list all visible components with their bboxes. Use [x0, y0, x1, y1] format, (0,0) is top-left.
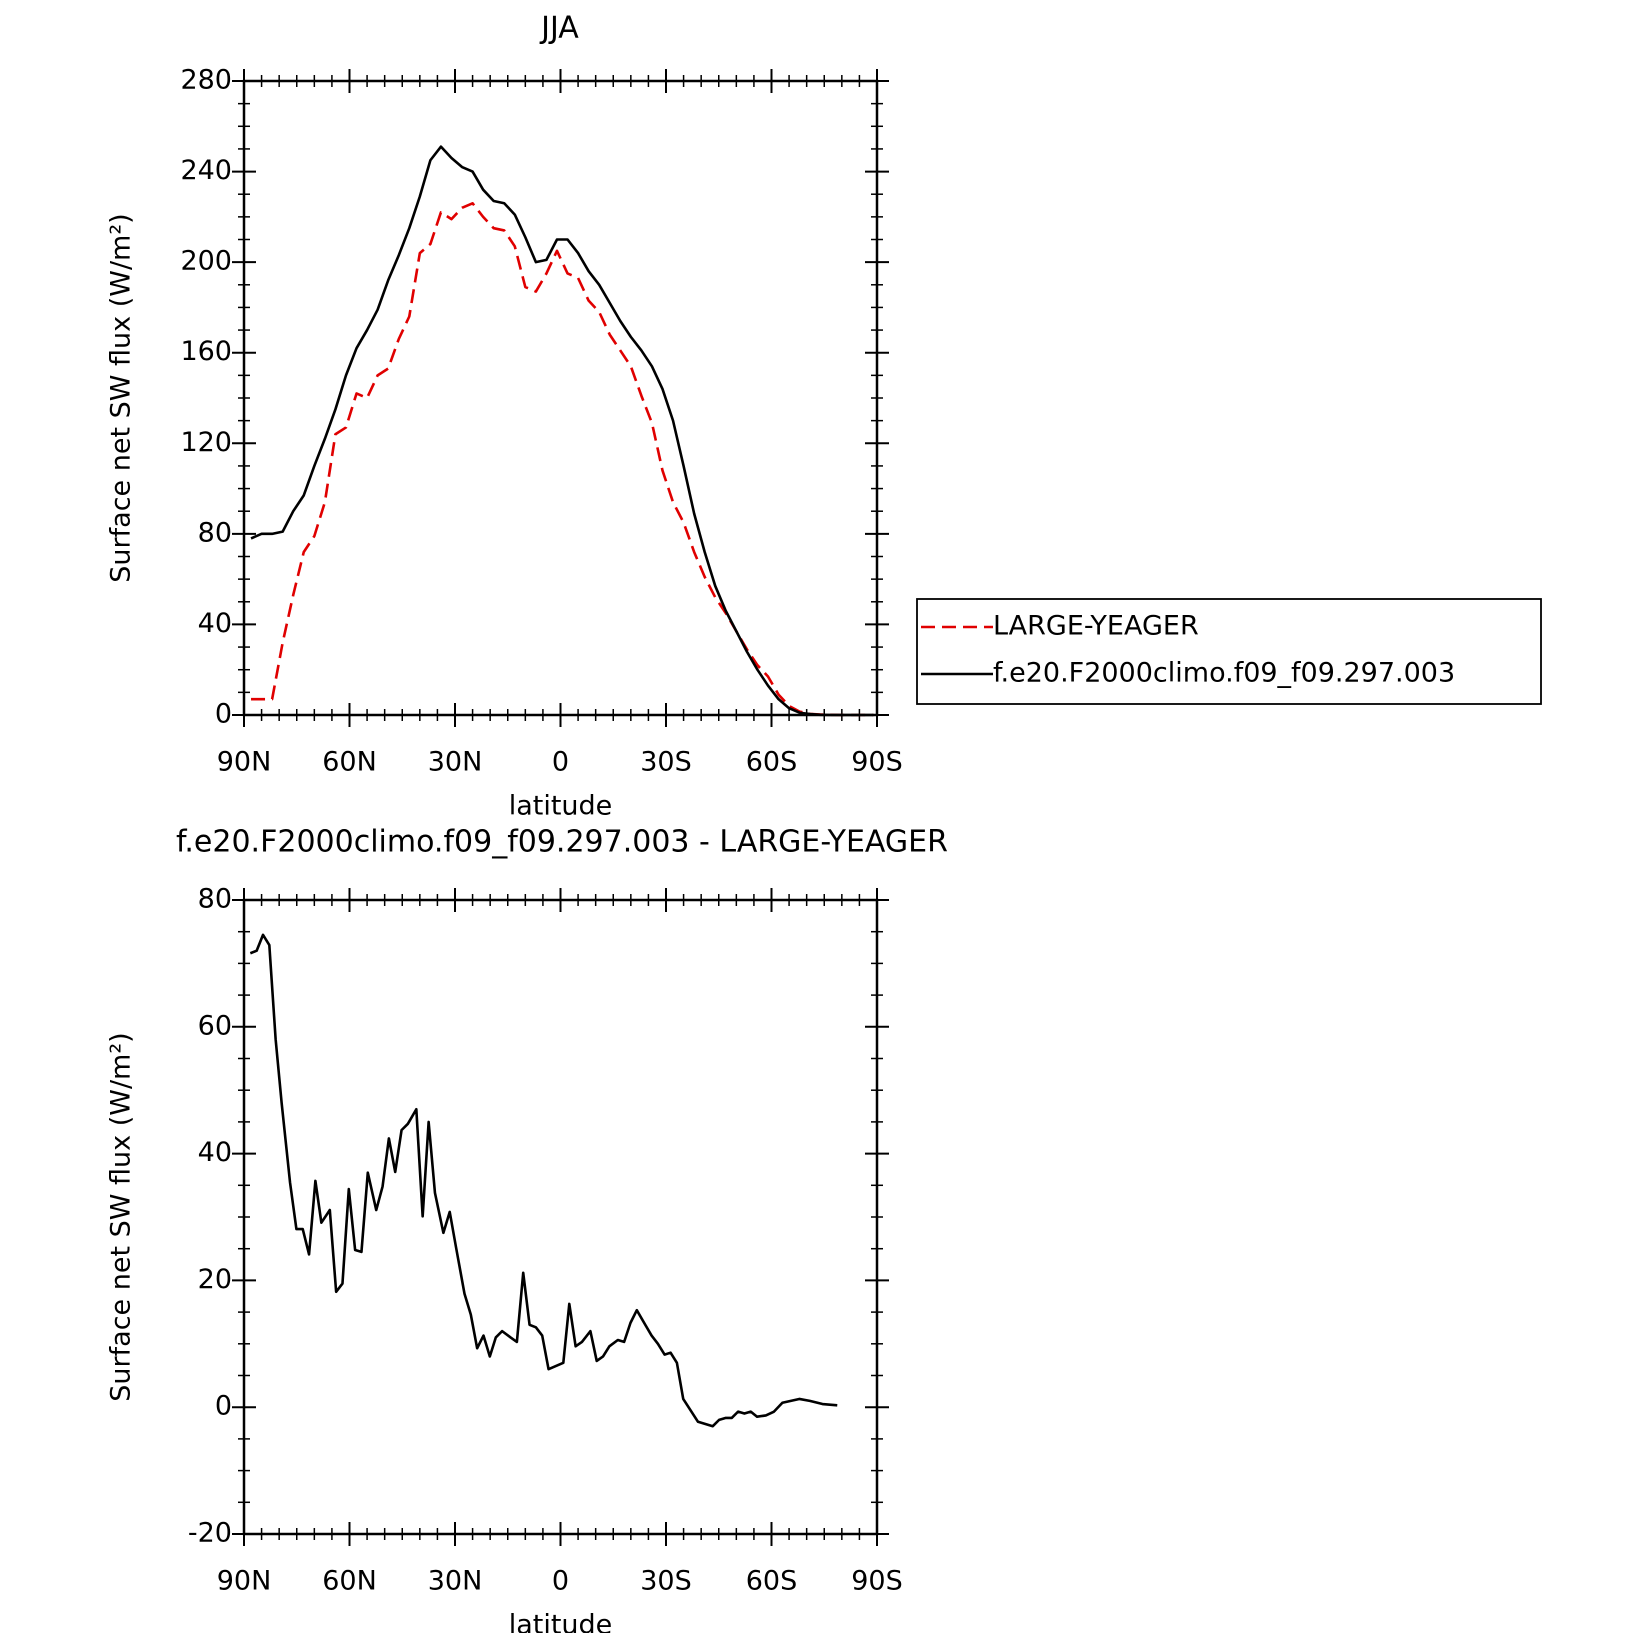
y-tick-label: 20: [198, 1264, 232, 1295]
legend-box: [916, 598, 1542, 705]
x-tick-label: 90N: [217, 747, 272, 778]
x-tick-label: 30S: [640, 1566, 692, 1597]
data-line: [250, 145, 874, 717]
y-tick-label: 40: [198, 608, 232, 639]
y-tick-label: 80: [198, 517, 232, 548]
data-line: [249, 933, 838, 1428]
x-tick-label: 60N: [322, 747, 377, 778]
y-tick-label: 80: [198, 884, 232, 915]
y-tick-label: 60: [198, 1010, 232, 1041]
x-tick-label: 60N: [322, 1566, 377, 1597]
x-tick-label: 60S: [746, 1566, 798, 1597]
y-tick-label: 120: [180, 427, 232, 458]
y-tick-label: 0: [215, 699, 232, 730]
legend-label: f.e20.F2000climo.f09_f09.297.003: [993, 658, 1455, 689]
x-tick-label: 30N: [428, 747, 483, 778]
y-axis-label: Surface net SW flux (W/m²): [106, 1032, 137, 1401]
y-tick-label: -20: [188, 1518, 232, 1549]
y-axis-label: Surface net SW flux (W/m²): [106, 213, 137, 582]
x-tick-label: 90S: [851, 1566, 903, 1597]
y-tick-label: 280: [180, 65, 232, 96]
y-tick-label: 0: [215, 1391, 232, 1422]
plot-frame: [242, 79, 879, 717]
y-tick-label: 240: [180, 155, 232, 186]
x-tick-label: 0: [552, 747, 569, 778]
y-tick-label: 40: [198, 1137, 232, 1168]
plot-frame: [242, 898, 879, 1536]
chart-title: JJA: [539, 11, 579, 46]
x-tick-label: 30N: [428, 1566, 483, 1597]
x-tick-label: 90S: [851, 747, 903, 778]
x-tick-label: 0: [552, 1566, 569, 1597]
y-tick-label: 160: [180, 336, 232, 367]
legend-label: LARGE-YEAGER: [993, 611, 1199, 642]
x-tick-label: 30S: [640, 747, 692, 778]
x-axis-label: latitude: [509, 791, 613, 822]
data-line: [251, 201, 874, 717]
chart-title: f.e20.F2000climo.f09_f09.297.003 - LARGE…: [176, 825, 948, 860]
x-tick-label: 60S: [746, 747, 798, 778]
y-tick-label: 200: [180, 246, 232, 277]
x-tick-label: 90N: [217, 1566, 272, 1597]
x-axis-label: latitude: [509, 1610, 613, 1633]
